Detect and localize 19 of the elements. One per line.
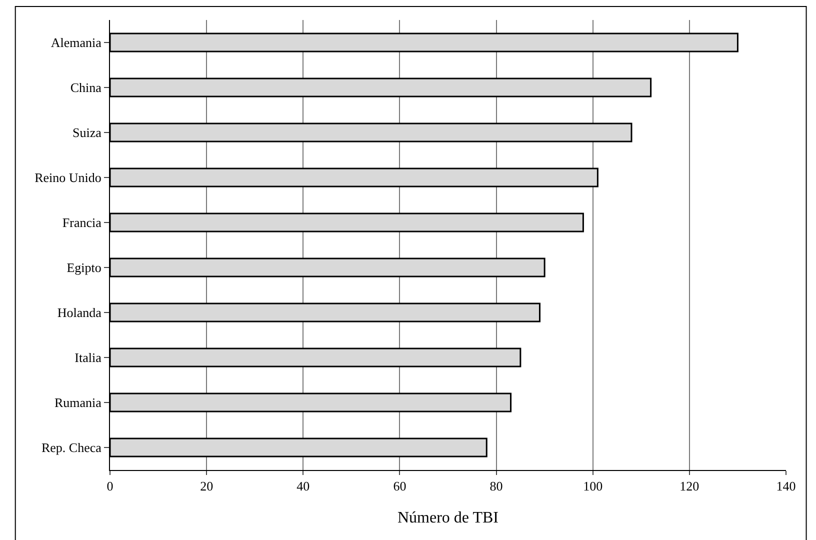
y-tick-label: Suiza xyxy=(72,125,102,140)
x-axis-title: Número de TBI xyxy=(397,509,499,526)
y-tick-label: Rumania xyxy=(54,395,102,410)
y-tick-label: Rep. Checa xyxy=(41,440,102,456)
y-tick-label: China xyxy=(70,80,102,96)
y-tick-label: Francia xyxy=(62,215,102,230)
x-tick-label: 100 xyxy=(583,478,603,494)
x-tick-label: 0 xyxy=(106,478,114,494)
x-tick-label: 80 xyxy=(490,478,503,494)
x-tick-label: 20 xyxy=(200,478,214,494)
y-tick-label: Reino Unido xyxy=(34,170,102,186)
x-tick-label: 120 xyxy=(680,478,700,494)
y-tick-label: Italia xyxy=(74,350,102,366)
y-tick-label: Egipto xyxy=(66,260,102,276)
x-tick-label: 40 xyxy=(296,478,310,494)
y-tick-label: Holanda xyxy=(57,305,102,320)
x-tick-label: 60 xyxy=(393,478,406,494)
y-tick-label: Alemania xyxy=(50,35,102,50)
x-tick-label: 140 xyxy=(776,478,796,494)
